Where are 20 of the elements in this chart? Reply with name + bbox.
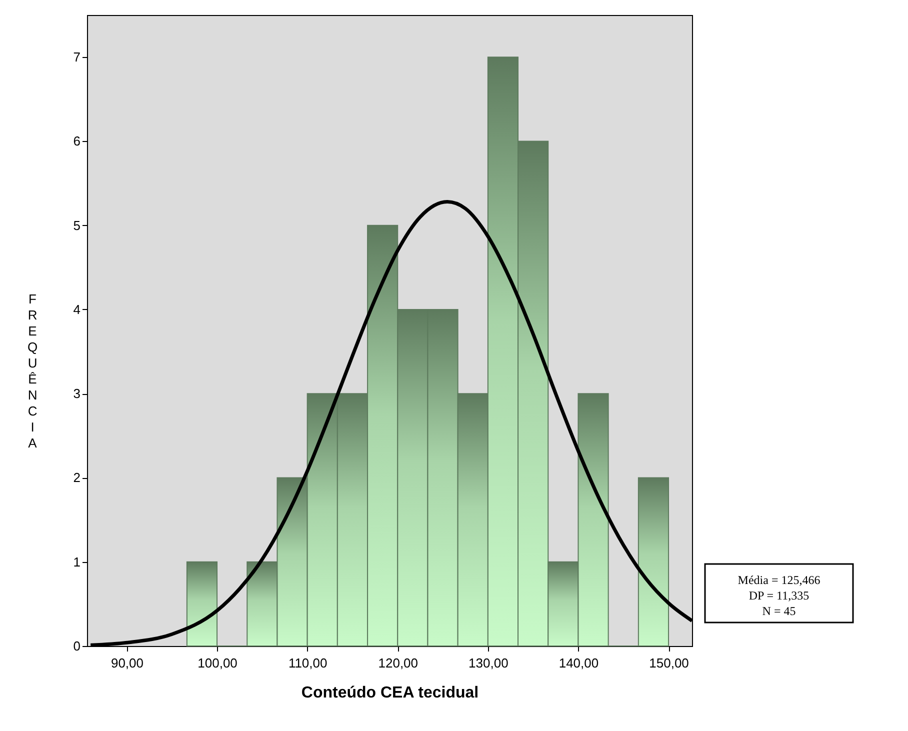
x-tick-label: 120,00	[378, 656, 418, 670]
x-tick-label: 100,00	[198, 656, 238, 670]
y-tick-label: 1	[73, 554, 80, 570]
text: N = 45	[762, 604, 796, 618]
y-tick-label: 7	[73, 50, 80, 65]
x-tick-label: 110,00	[288, 656, 328, 670]
y-tick-label: 6	[73, 134, 80, 149]
x-axis-title: Conteúdo CEA tecidual	[301, 684, 479, 702]
y-tick-label: 5	[73, 218, 80, 233]
y-tick-label: 0	[73, 638, 80, 654]
x-tick-label: 140,00	[558, 656, 599, 670]
x-tick-label: 150,00	[649, 656, 689, 670]
x-tick-label: 90,00	[110, 656, 144, 670]
text: Média = 125,466	[738, 572, 820, 587]
text: FREQUÊNCIA	[27, 291, 38, 450]
y-tick-label: 4	[73, 302, 80, 317]
y-tick-label: 3	[73, 386, 80, 402]
text: DP = 11,335	[748, 588, 810, 602]
x-tick-label: 130,00	[468, 656, 508, 670]
y-tick-label: 2	[73, 470, 80, 486]
